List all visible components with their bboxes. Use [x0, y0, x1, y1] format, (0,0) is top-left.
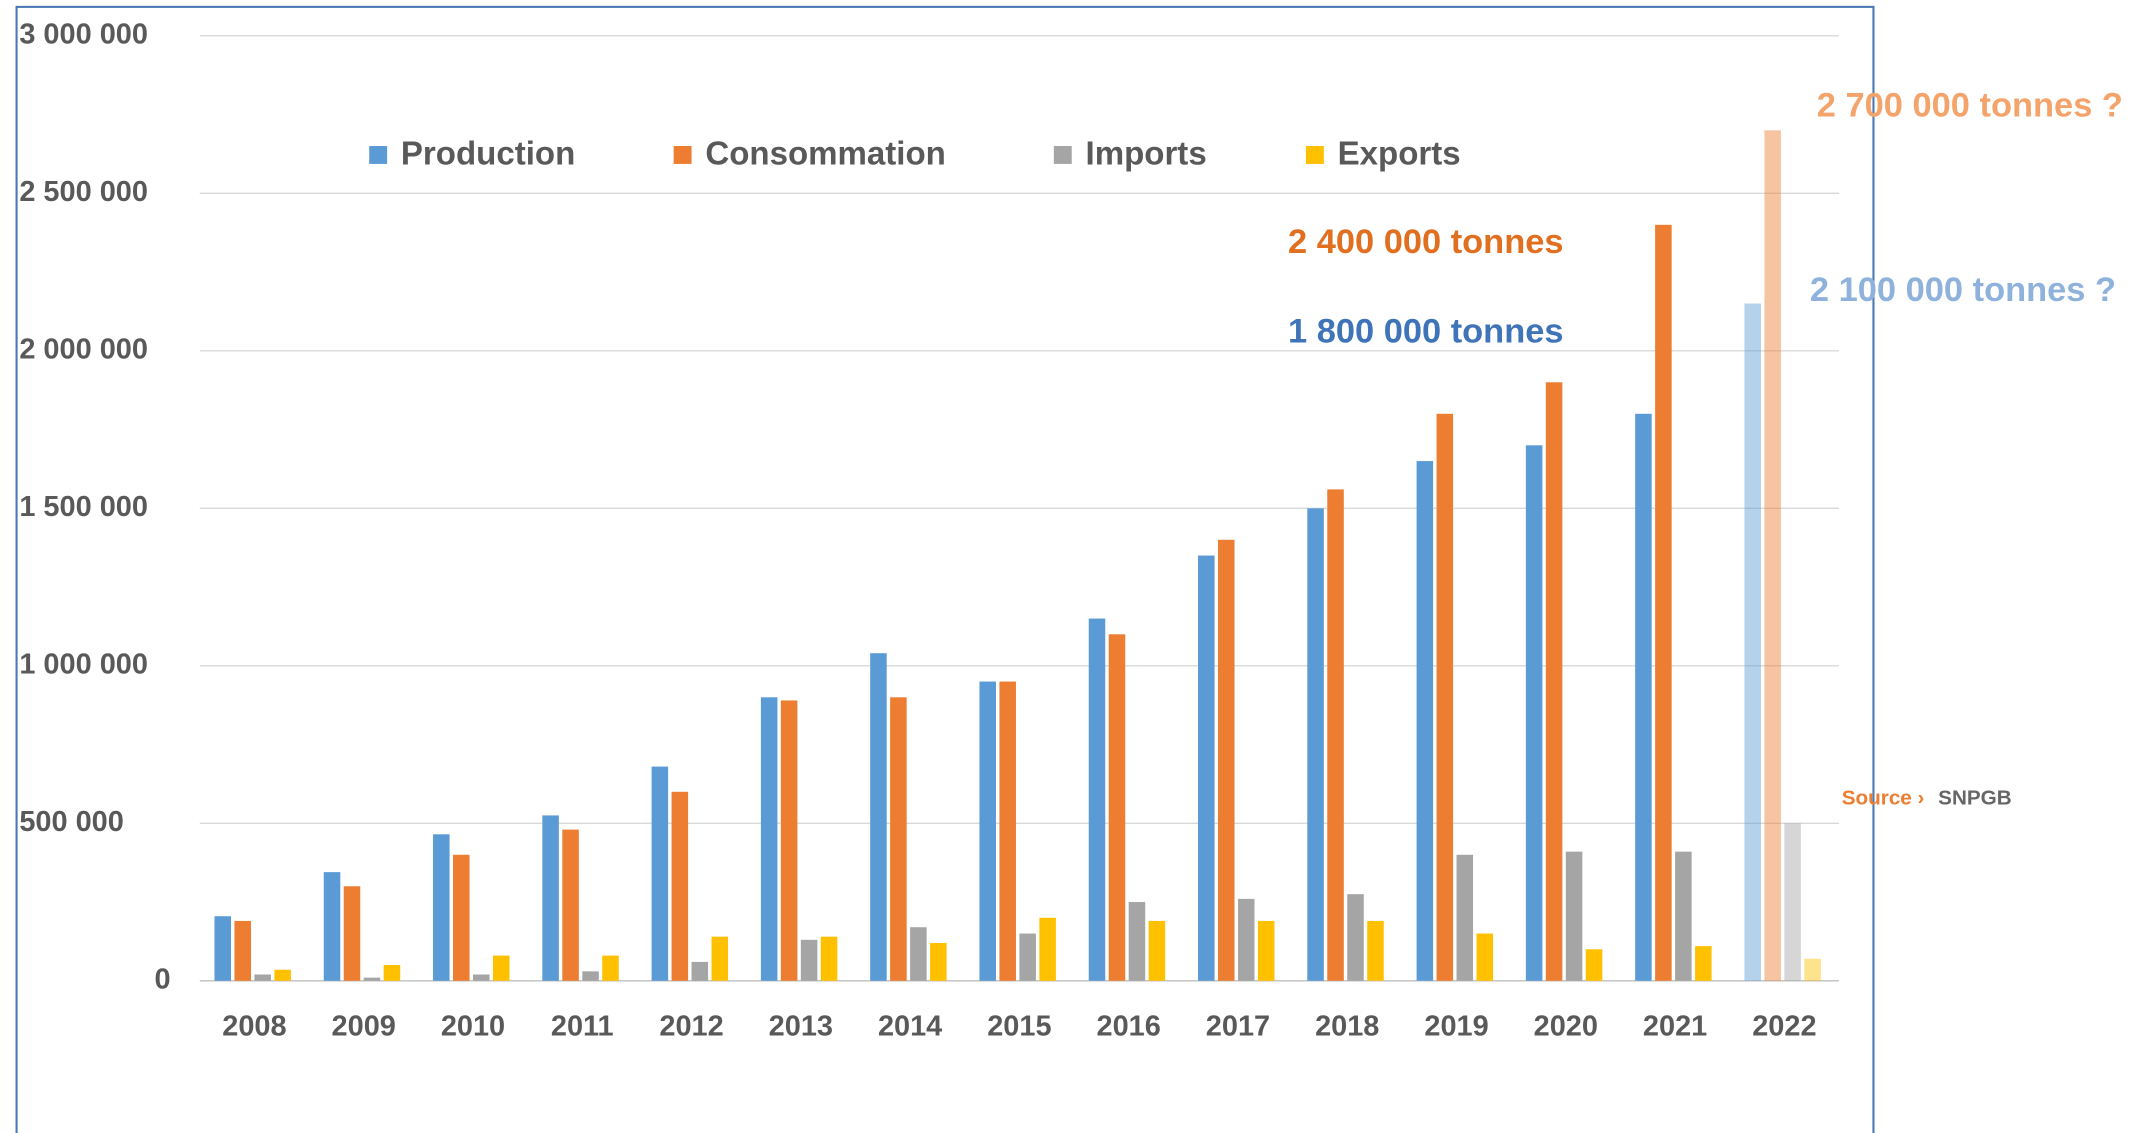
bar	[1585, 949, 1603, 981]
legend-label: Production	[401, 135, 575, 172]
bar	[1307, 508, 1324, 981]
bar	[999, 681, 1016, 981]
bar	[691, 961, 709, 981]
bar	[1039, 917, 1056, 981]
bar	[780, 700, 798, 981]
bar	[1198, 555, 1215, 981]
frame	[15, 5, 1875, 1133]
legend-swatch	[1053, 146, 1072, 164]
bar	[542, 815, 559, 981]
bar	[1128, 902, 1146, 981]
x-tick-label: 2016	[1097, 1010, 1161, 1042]
y-tick-label: 0	[155, 963, 171, 995]
bar	[1764, 130, 1781, 981]
annotation: 2 700 000 tonnes ?	[1817, 87, 2123, 125]
bar	[1565, 851, 1583, 981]
x-tick-label: 2020	[1534, 1010, 1598, 1042]
bar	[820, 936, 838, 981]
bar	[383, 965, 401, 981]
source-name: SNPGB	[1938, 786, 2011, 809]
bar	[870, 653, 887, 981]
bar	[1257, 920, 1275, 981]
x-tick-label: 2008	[222, 1010, 286, 1042]
y-tick-label: 2 000 000	[19, 333, 148, 365]
y-tick-label: 1 000 000	[19, 648, 148, 680]
bar	[760, 697, 778, 981]
x-tick-label: 2017	[1206, 1010, 1270, 1042]
bar	[453, 854, 470, 981]
bar	[930, 942, 947, 981]
bar	[343, 886, 361, 981]
source-label: Source ›	[1842, 786, 1925, 809]
bar	[472, 974, 490, 981]
bar	[711, 936, 729, 981]
bar	[433, 834, 450, 981]
bar	[1695, 946, 1712, 981]
bar	[979, 681, 996, 981]
bar	[234, 920, 251, 981]
bar	[1744, 303, 1761, 981]
bar	[651, 766, 669, 981]
bar	[1217, 539, 1235, 981]
bar	[323, 872, 341, 981]
annotation: 2 100 000 tonnes ?	[1810, 271, 2116, 309]
bar	[562, 829, 579, 981]
legend-swatch	[673, 146, 692, 164]
bar	[1088, 618, 1106, 981]
bar	[492, 955, 510, 981]
bar	[1019, 933, 1036, 981]
x-tick-label: 2021	[1643, 1010, 1707, 1042]
x-tick-label: 2010	[441, 1010, 505, 1042]
bar	[910, 927, 927, 981]
bar	[1655, 224, 1672, 981]
bar	[1347, 894, 1364, 981]
x-tick-label: 2019	[1424, 1010, 1488, 1042]
bar	[1456, 854, 1474, 981]
bar	[1436, 413, 1454, 981]
annotation: 1 800 000 tonnes	[1288, 312, 1564, 350]
bar	[254, 974, 271, 981]
bar	[671, 791, 689, 981]
bar	[1545, 382, 1563, 981]
bar	[800, 939, 818, 981]
x-tick-label: 2018	[1315, 1010, 1379, 1042]
bar	[1367, 920, 1384, 981]
bar	[602, 955, 619, 981]
bar	[363, 977, 381, 981]
legend-label: Exports	[1338, 135, 1461, 172]
x-tick-label: 2022	[1752, 1010, 1816, 1042]
bar	[1784, 823, 1801, 981]
legend-swatch	[369, 146, 388, 164]
bar	[214, 916, 232, 981]
y-tick-label: 2 500 000	[19, 176, 148, 208]
bar	[582, 971, 599, 981]
x-tick-label: 2015	[987, 1010, 1051, 1042]
x-tick-label: 2014	[878, 1010, 942, 1042]
bar	[1635, 413, 1652, 981]
bar	[1237, 898, 1255, 981]
legend-label: Imports	[1086, 135, 1207, 172]
bar	[1476, 933, 1494, 981]
bar	[1525, 445, 1543, 981]
bar	[1148, 920, 1166, 981]
x-tick-label: 2013	[769, 1010, 833, 1042]
bar	[1327, 489, 1344, 981]
y-tick-label: 1 500 000	[19, 491, 148, 523]
bar	[274, 969, 291, 981]
y-tick-label: 500 000	[19, 806, 124, 838]
bar	[1675, 851, 1692, 981]
y-tick-label: 3 000 000	[19, 18, 148, 50]
x-tick-label: 2012	[659, 1010, 723, 1042]
x-tick-label: 2009	[332, 1010, 396, 1042]
legend-swatch	[1305, 146, 1324, 164]
annotation: 2 400 000 tonnes	[1288, 223, 1564, 261]
bar	[1416, 461, 1434, 981]
x-tick-label: 2011	[551, 1010, 614, 1042]
bar	[1108, 634, 1126, 981]
bar	[890, 697, 907, 981]
legend-label: Consommation	[705, 135, 946, 172]
bar	[1804, 958, 1821, 981]
